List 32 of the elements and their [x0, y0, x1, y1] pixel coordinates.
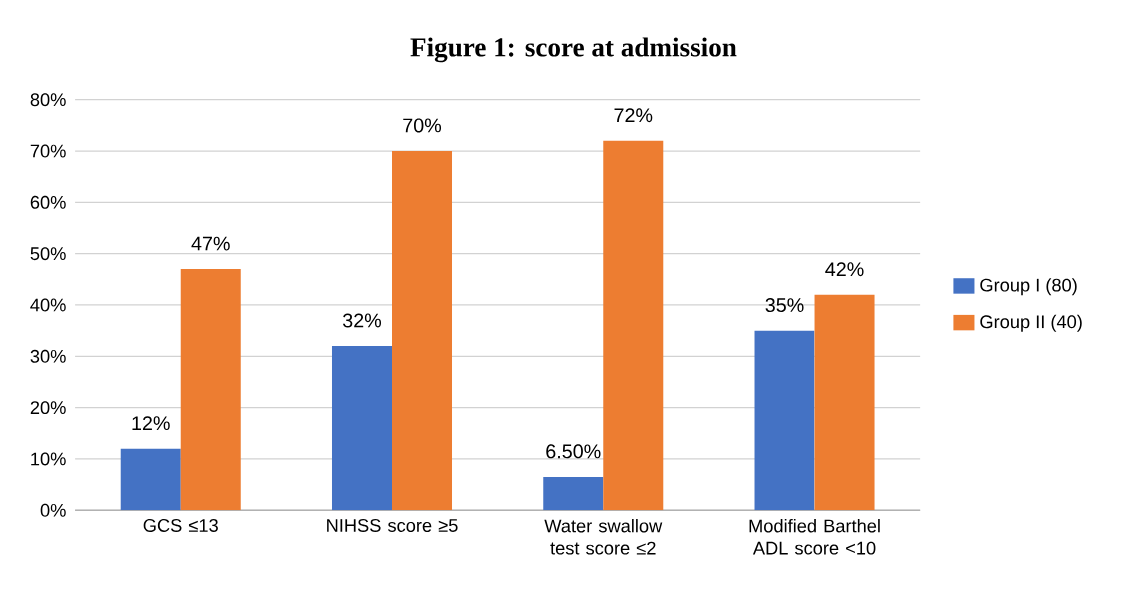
bar [120, 448, 181, 511]
bar [180, 269, 241, 511]
y-tick-label: 30% [30, 349, 66, 363]
legend-label: Group II (40) [980, 314, 1082, 332]
bar [543, 476, 604, 511]
y-tick-label: 40% [30, 298, 66, 312]
data-label: 12% [132, 416, 170, 431]
bar [603, 140, 664, 511]
y-tick-label: 0% [40, 503, 66, 517]
data-label: 35% [765, 298, 804, 313]
data-label: 42% [825, 262, 864, 277]
data-label: 72% [614, 108, 653, 123]
bar [814, 294, 875, 511]
data-label: 70% [403, 118, 442, 133]
x-tick-label: GCS ≤13 [143, 518, 218, 532]
y-tick-label: 50% [30, 247, 66, 261]
data-label: 47% [191, 236, 230, 251]
y-tick-label: 60% [30, 195, 66, 209]
data-label: 32% [342, 313, 382, 328]
bar [331, 345, 392, 511]
y-tick-label: 10% [31, 452, 66, 466]
x-tick-label: Water swallow test score ≤2 [544, 518, 663, 555]
y-tick-label: 20% [30, 401, 66, 415]
x-tick-label: NIHSS score ≥5 [327, 518, 458, 532]
y-tick-label: 70% [30, 144, 66, 158]
legend-label: Group I (80) [980, 278, 1077, 296]
x-tick-label: Modified Barthel ADL score <10 [749, 518, 880, 555]
bar [392, 150, 453, 511]
bar [754, 330, 815, 511]
chart-title: Figure 1: score at admission [410, 37, 737, 63]
y-tick-label: 80% [30, 93, 66, 107]
data-label: 6.50% [546, 444, 601, 459]
